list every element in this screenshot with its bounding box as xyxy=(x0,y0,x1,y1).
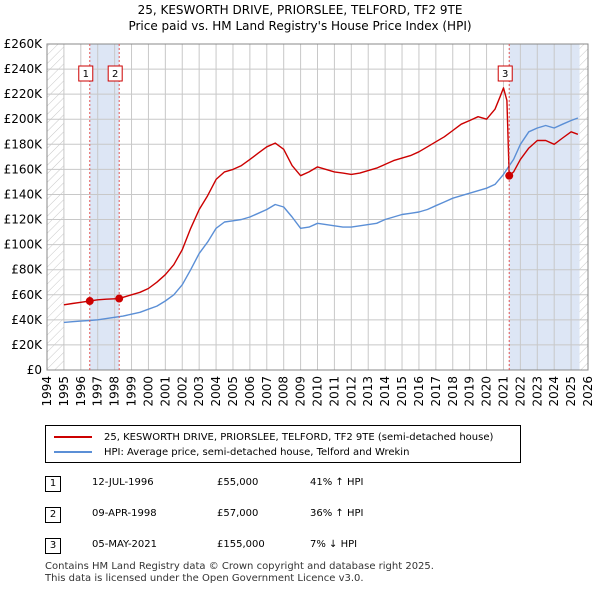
sale-label-box xyxy=(107,65,123,82)
x-tick-label: 1997 xyxy=(91,376,105,407)
x-tick-label: 2013 xyxy=(361,376,375,407)
sale-point xyxy=(85,297,94,306)
sale-point xyxy=(115,294,124,303)
y-tick-label: £240K xyxy=(4,62,44,76)
y-tick-label: £120K xyxy=(4,213,44,227)
chart-series xyxy=(63,87,579,324)
y-tick-label: £180K xyxy=(4,137,44,151)
x-tick-label: 2003 xyxy=(192,376,206,407)
x-tick-label: 2002 xyxy=(175,376,189,407)
price-chart: £0 £20K £40K £60K £80K £100K £120K £140K £160K £1… xyxy=(4,37,595,407)
legend-label-property: 25, KESWORTH DRIVE, PRIORSLEE, TELFORD, … xyxy=(104,431,494,443)
x-tick-label: 2021 xyxy=(496,376,510,407)
transaction-hpi: 41% ↑ HPI xyxy=(310,477,364,488)
x-tick-label: 2022 xyxy=(513,376,527,407)
x-tick-label: 2026 xyxy=(581,376,595,407)
sale-point xyxy=(505,171,514,180)
x-tick-label: 2024 xyxy=(547,376,561,407)
x-tick-label: 2018 xyxy=(446,376,460,407)
legend-swatch-property xyxy=(54,436,92,438)
chart-markers: 1 2 3 xyxy=(78,44,514,370)
shaded-region xyxy=(509,44,580,370)
chart-title: 25, KESWORTH DRIVE, PRIORSLEE, TELFORD, … xyxy=(0,2,600,34)
y-tick-label: £40K xyxy=(11,313,43,327)
x-tick-label: 2015 xyxy=(395,376,409,407)
x-tick-label: 2014 xyxy=(378,376,392,407)
legend-label-hpi: HPI: Average price, semi-detached house,… xyxy=(104,446,410,458)
y-tick-label: £80K xyxy=(11,263,43,277)
x-tick-label: 2016 xyxy=(412,376,426,407)
y-tick-label: £200K xyxy=(4,112,44,126)
x-tick-label: 2025 xyxy=(564,376,578,407)
y-tick-label: £160K xyxy=(4,162,44,176)
legend-swatch-hpi xyxy=(54,451,92,453)
transaction-number: 2 xyxy=(45,507,61,523)
transaction-price: £155,000 xyxy=(217,539,265,550)
y-tick-label: £60K xyxy=(11,288,43,302)
y-tick-label: £220K xyxy=(4,87,44,101)
transaction-hpi: 7% ↓ HPI xyxy=(310,539,358,550)
x-tick-label: 1994 xyxy=(40,376,54,407)
x-tick-label: 2011 xyxy=(327,376,341,407)
footer-licence: This data is licensed under the Open Gov… xyxy=(45,573,364,584)
transaction-price: £55,000 xyxy=(217,477,259,488)
chart-title-line2: Price paid vs. HM Land Registry's House … xyxy=(128,19,472,33)
x-tick-label: 1999 xyxy=(125,376,139,407)
x-tick-label: 2005 xyxy=(226,376,240,407)
legend-item-property: 25, KESWORTH DRIVE, PRIORSLEE, TELFORD, … xyxy=(54,430,493,444)
transaction-number: 3 xyxy=(45,538,61,554)
x-tick-label: 2010 xyxy=(311,376,325,407)
x-tick-label: 2006 xyxy=(243,376,257,407)
transaction-hpi: 36% ↑ HPI xyxy=(310,508,364,519)
hpi-line xyxy=(63,117,579,324)
y-tick-label: £100K xyxy=(4,238,44,252)
x-tick-label: 2008 xyxy=(277,376,291,407)
x-tick-label: 2001 xyxy=(158,376,172,407)
plot-border xyxy=(46,43,589,371)
x-tick-label: 2019 xyxy=(463,376,477,407)
x-tick-label: 2020 xyxy=(480,376,494,407)
hatched-region xyxy=(47,44,64,370)
sale-label-box xyxy=(78,65,94,82)
sale-label: 1 xyxy=(83,69,89,80)
property-price-line xyxy=(63,87,579,306)
x-tick-label: 1996 xyxy=(74,376,88,407)
hatched-region xyxy=(579,44,588,370)
legend-item-hpi: HPI: Average price, semi-detached house,… xyxy=(54,445,409,459)
footer-copyright: Contains HM Land Registry data © Crown c… xyxy=(45,561,434,572)
transaction-price: £57,000 xyxy=(217,508,259,519)
y-tick-label: £140K xyxy=(4,187,44,201)
x-tick-label: 1995 xyxy=(57,376,71,407)
x-tick-label: 2000 xyxy=(141,376,155,407)
chart-title-line1: 25, KESWORTH DRIVE, PRIORSLEE, TELFORD, … xyxy=(137,3,463,17)
y-tick-label: £260K xyxy=(4,37,44,51)
chart-axes: £0 £20K £40K £60K £80K £100K £120K £140K £160K £1… xyxy=(4,37,595,407)
transaction-date: 09-APR-1998 xyxy=(92,508,157,519)
x-tick-label: 2009 xyxy=(294,376,308,407)
transaction-number: 1 xyxy=(45,476,61,492)
y-tick-label: £20K xyxy=(11,338,43,352)
x-tick-label: 2004 xyxy=(209,376,223,407)
transaction-date: 12-JUL-1996 xyxy=(92,477,154,488)
x-tick-label: 2017 xyxy=(429,376,443,407)
chart-gridlines xyxy=(46,43,589,371)
sale-label-box xyxy=(497,65,513,82)
y-tick-label: £0 xyxy=(27,363,42,377)
footer: Contains HM Land Registry data © Crown c… xyxy=(45,561,434,585)
x-tick-label: 1998 xyxy=(108,376,122,407)
sale-label: 2 xyxy=(112,69,118,80)
chart-legend: 25, KESWORTH DRIVE, PRIORSLEE, TELFORD, … xyxy=(45,425,521,463)
x-tick-label: 2007 xyxy=(260,376,274,407)
transaction-date: 05-MAY-2021 xyxy=(92,539,158,550)
x-tick-label: 2012 xyxy=(344,376,358,407)
x-tick-label: 2023 xyxy=(530,376,544,407)
sale-label: 3 xyxy=(502,69,508,80)
